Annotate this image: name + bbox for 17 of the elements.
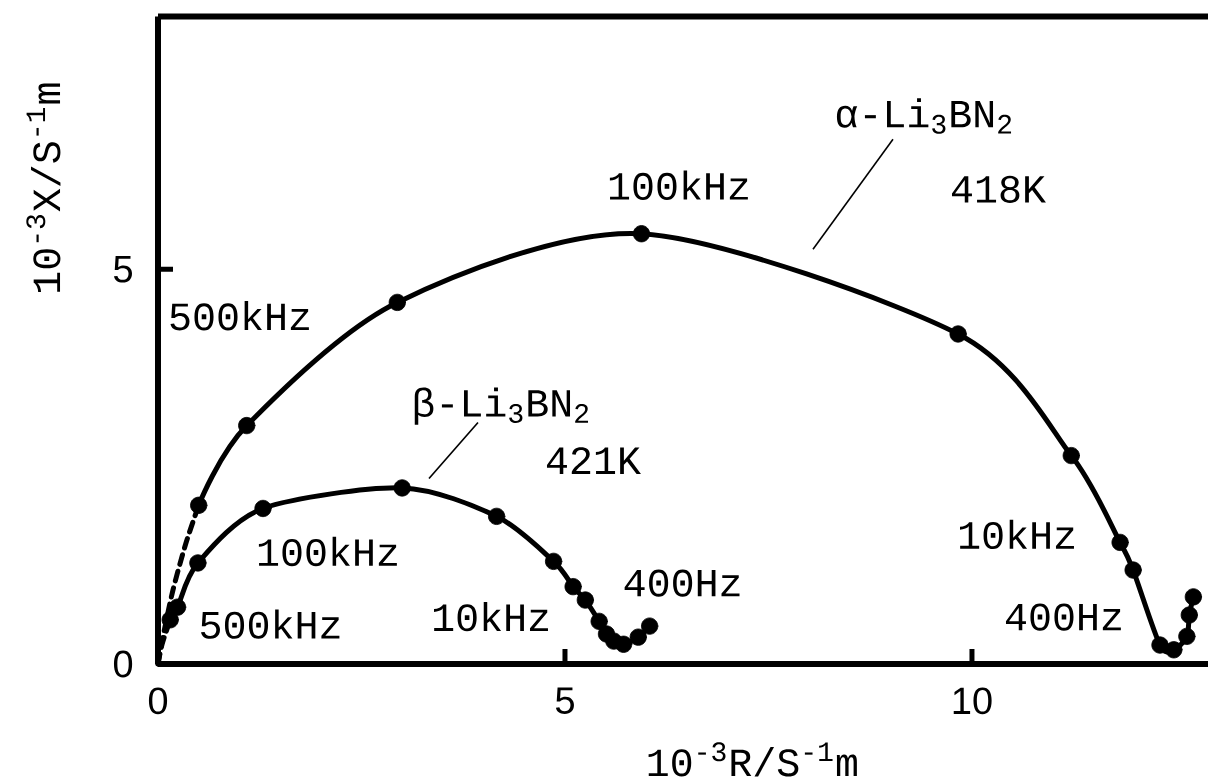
- annotation: 10kHz: [960, 519, 1074, 550]
- annotation: 418K: [951, 175, 1046, 203]
- x-tick-label: 5: [555, 687, 574, 714]
- text: α-Li$_{3}$BN$_{2}$: [836, 98, 1012, 134]
- y-axis-title: 10$^{-3}$X/S$^{-1}$m: [26, 83, 61, 292]
- annotation: 500kHz: [170, 301, 309, 331]
- annotation: 100kHz: [258, 536, 397, 567]
- annotation: 421K: [546, 447, 641, 474]
- x-tick-label: 0: [148, 687, 168, 715]
- annotation: 400Hz: [624, 569, 740, 597]
- series-label: β-Li$_{3}$BN$_{2}$: [414, 387, 589, 425]
- x-axis-title: 10$^{-3}$R/S$^{-1}$m: [648, 742, 857, 777]
- x-tick-label: 10: [953, 687, 992, 715]
- annotation: 100kHz: [609, 170, 748, 201]
- annotation: 400Hz: [1005, 603, 1121, 631]
- annotation: 10kHz: [434, 601, 548, 632]
- annotation: 500kHz: [201, 609, 340, 639]
